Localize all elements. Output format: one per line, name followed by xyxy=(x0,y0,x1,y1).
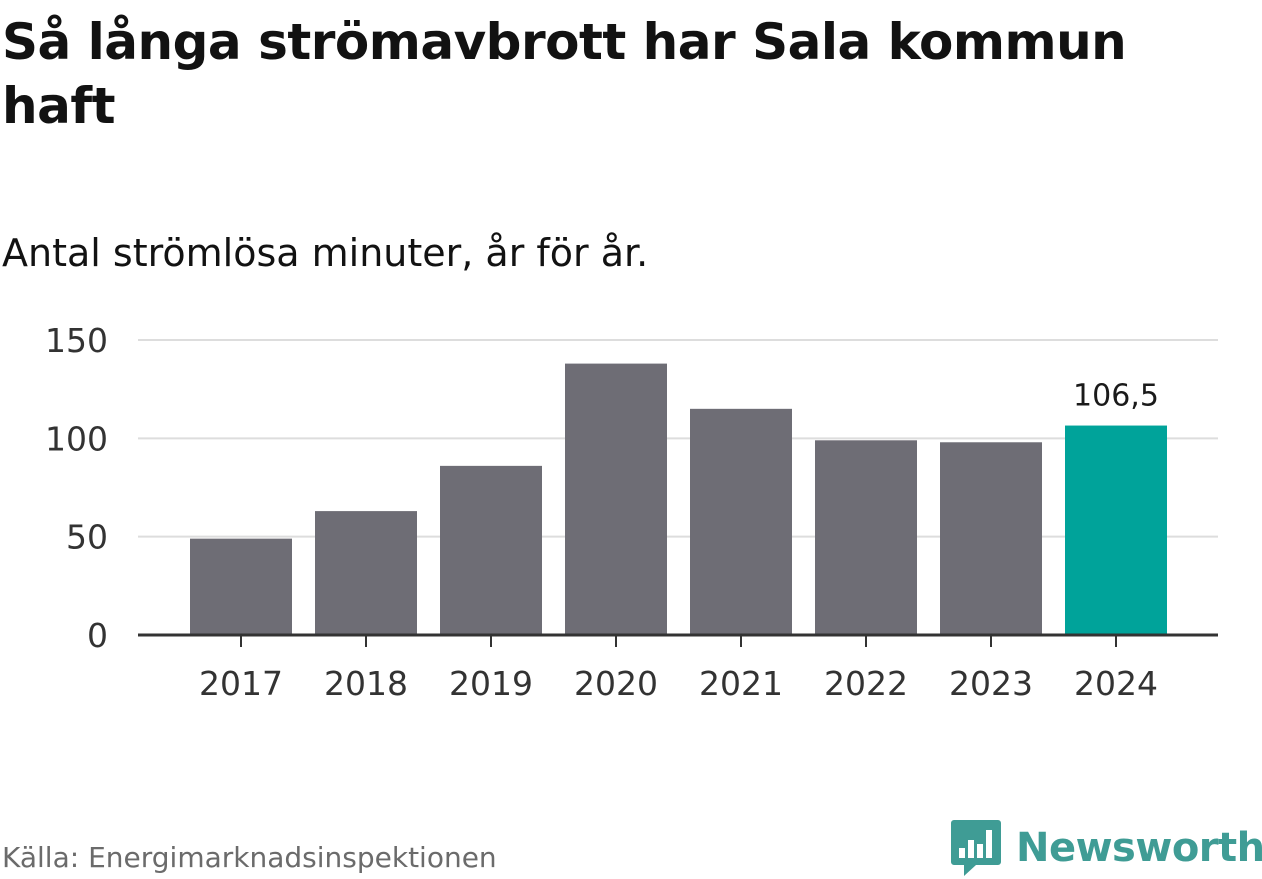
y-tick-label: 150 xyxy=(45,321,108,360)
x-tick-label: 2022 xyxy=(824,664,908,703)
data-label: 106,5 xyxy=(1073,379,1159,414)
chart-title: Så långa strömavbrott har Sala kommun ha… xyxy=(2,13,1127,135)
bar-2019 xyxy=(440,465,542,635)
x-tick-label: 2021 xyxy=(699,664,783,703)
x-tick-label: 2020 xyxy=(574,664,658,703)
bar-2024 xyxy=(1065,425,1167,635)
bar-2023 xyxy=(940,442,1042,635)
bar-2021 xyxy=(690,408,792,635)
bars xyxy=(190,363,1167,635)
data-labels: 106,5 xyxy=(1073,379,1159,414)
x-tick-label: 2017 xyxy=(199,664,283,703)
newsworthy-logo-icon xyxy=(951,820,1001,876)
bar-chart: 0 50 100 150 106,5 2017 2018 2019 2020 2021 2022… xyxy=(45,321,1218,703)
bar-2017 xyxy=(190,538,292,635)
bar-2020 xyxy=(565,363,667,635)
bar-2022 xyxy=(815,440,917,635)
y-tick-label: 0 xyxy=(87,616,108,655)
brand-name: Newsworthy xyxy=(1016,825,1262,871)
x-axis-ticks: 2017 2018 2019 2020 2021 2022 2023 2024 xyxy=(199,664,1158,703)
bar-2018 xyxy=(315,511,417,635)
y-tick-label: 50 xyxy=(66,518,108,557)
x-tick-label: 2019 xyxy=(449,664,533,703)
source-note: Källa: Energimarknadsinspektionen xyxy=(2,841,497,874)
y-tick-label: 100 xyxy=(45,419,108,458)
x-tick-label: 2024 xyxy=(1074,664,1158,703)
y-axis-ticks: 0 50 100 150 xyxy=(45,321,108,655)
chart-subtitle: Antal strömlösa minuter, år för år. xyxy=(2,231,649,275)
x-axis xyxy=(138,633,1218,647)
brand-logo: Newsworthy xyxy=(950,818,1262,878)
gridlines xyxy=(138,339,1218,538)
x-tick-label: 2023 xyxy=(949,664,1033,703)
x-tick-label: 2018 xyxy=(324,664,408,703)
